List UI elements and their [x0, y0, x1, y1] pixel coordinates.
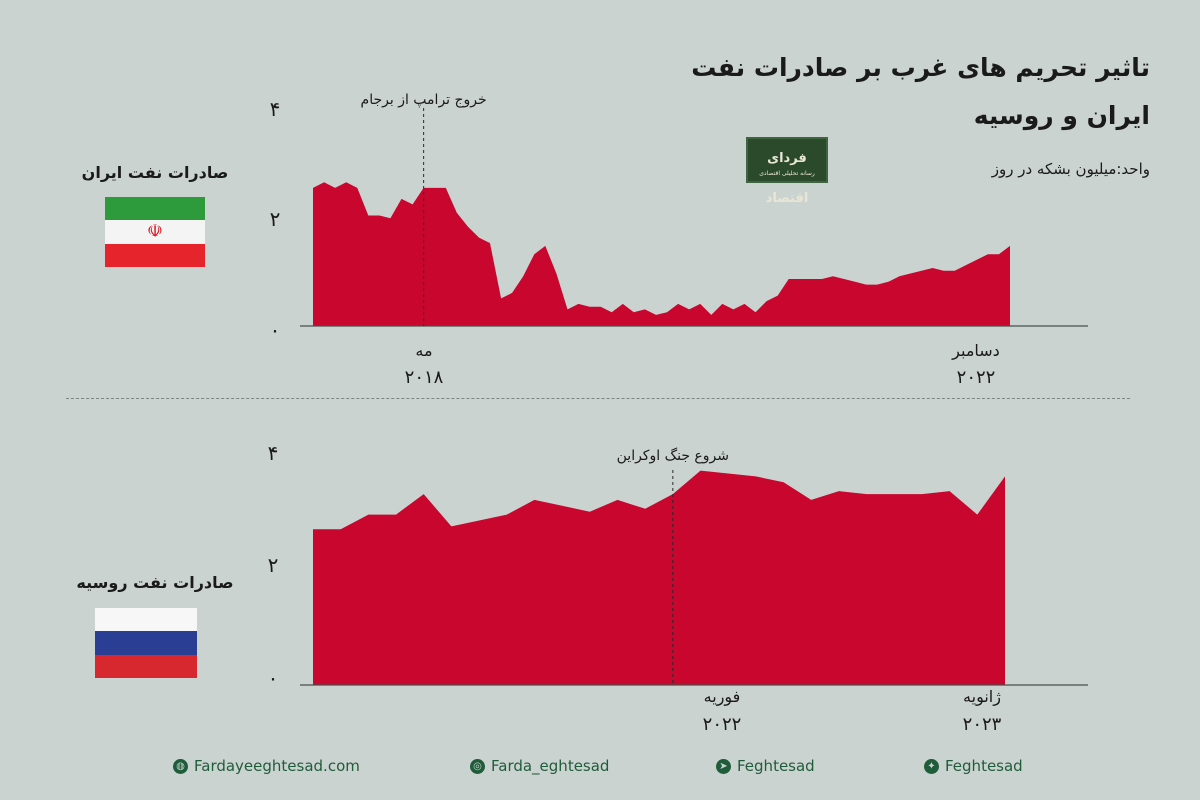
russia-y-tick-2: ۲	[268, 553, 279, 577]
brand-logo: فردای اقتصاد رسانه تحلیلی اقتصادی	[746, 137, 828, 206]
russia-chart: شروع جنگ اوکراین ۰ ۲ ۴ فوریه ۲۰۲۲ ژانویه…	[268, 441, 1088, 735]
brand-logo-text: فردای اقتصاد	[765, 151, 809, 206]
section-divider	[66, 398, 1130, 399]
russia-label: صادرات نفت روسیه	[76, 573, 234, 592]
footer-twitter[interactable]: ✦ Feghtesad	[924, 757, 1023, 775]
russia-x-tick-february: فوریه	[704, 687, 741, 707]
russia-annotation-label: شروع جنگ اوکراین	[617, 447, 729, 464]
iran-label: صادرات نفت ایران	[81, 163, 229, 182]
iran-annotation-label: خروج ترامپ از برجام	[361, 92, 487, 108]
brand-logo-subtext: رسانه تحلیلی اقتصادی	[759, 170, 815, 177]
footer-twitter-text: Feghtesad	[945, 757, 1023, 775]
russia-x-tick-2022: ۲۰۲۲	[703, 714, 742, 735]
iran-area-series	[313, 182, 1010, 326]
russia-flag	[95, 608, 197, 678]
unit-label: واحد:میلیون بشکه در روز	[991, 160, 1150, 178]
globe-icon: ◍	[173, 758, 188, 774]
iran-x-tick-december: دسامبر	[951, 341, 1000, 361]
footer-instagram[interactable]: ◎ Farda_eghtesad	[470, 757, 609, 775]
chart-title: تاثیر تحریم های غرب بر صادرات نفت ایران …	[691, 44, 1150, 140]
iran-y-tick-0: ۰	[270, 318, 281, 342]
russia-x-tick-2023: ۲۰۲۳	[963, 714, 1002, 735]
iran-y-tick-2: ۲	[270, 207, 281, 231]
telegram-icon: ➤	[716, 758, 731, 774]
iran-x-tick-2022: ۲۰۲۲	[957, 367, 996, 388]
chart-title-line1: تاثیر تحریم های غرب بر صادرات نفت	[691, 53, 1150, 82]
footer-website-text: Fardayeeghtesad.com	[194, 757, 360, 775]
russia-x-tick-january: ژانویه	[963, 687, 1001, 707]
iran-flag: ☫	[105, 197, 205, 267]
footer-website[interactable]: ◍ Fardayeeghtesad.com	[173, 757, 360, 775]
russia-y-tick-4: ۴	[268, 441, 279, 465]
iran-x-tick-2018: ۲۰۱۸	[405, 367, 444, 388]
twitter-icon: ✦	[924, 758, 939, 774]
iran-x-tick-may: مه	[415, 341, 432, 360]
russia-area-series	[313, 470, 1005, 685]
chart-title-line2: ایران و روسیه	[973, 101, 1150, 130]
footer-telegram-text: Feghtesad	[737, 757, 815, 775]
russia-y-tick-0: ۰	[268, 666, 279, 690]
iran-y-tick-4: ۴	[270, 97, 281, 121]
footer-telegram[interactable]: ➤ Feghtesad	[716, 757, 815, 775]
footer-instagram-text: Farda_eghtesad	[491, 757, 610, 775]
instagram-icon: ◎	[470, 758, 485, 774]
iran-chart: خروج ترامپ از برجام ۰ ۲ ۴ مه ۲۰۱۸ دسامبر…	[270, 92, 1088, 388]
